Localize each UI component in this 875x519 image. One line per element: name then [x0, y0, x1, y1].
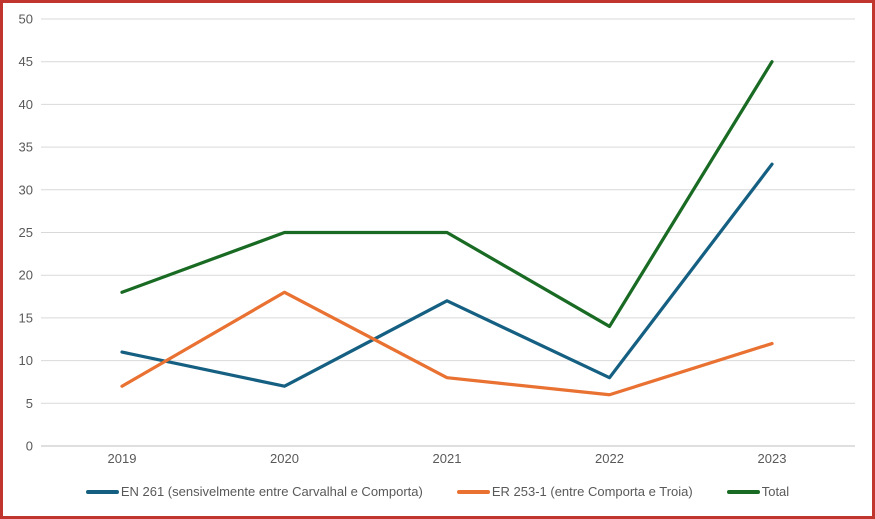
- y-tick-label: 50: [19, 12, 33, 27]
- legend-line-marker: [85, 489, 119, 494]
- legend-label: Total: [761, 484, 790, 499]
- legend-line-marker: [456, 489, 490, 494]
- y-tick-label: 45: [19, 54, 33, 69]
- series-line: [120, 60, 774, 329]
- legend-item-total: Total: [726, 484, 790, 499]
- line-chart-plot: 0 5 10 15 20 25 30 35 40 45 50 2019 2020 2021 2022 2023: [19, 12, 855, 466]
- legend-line-marker: [726, 489, 760, 494]
- y-tick-label: 25: [19, 225, 33, 240]
- y-tick-label: 10: [19, 353, 33, 368]
- legend-item-er253: ER 253-1 (entre Comporta e Troia): [456, 484, 693, 499]
- legend-item-en261: EN 261 (sensivelmente entre Carvalhal e …: [85, 484, 423, 499]
- series-line: [120, 162, 774, 388]
- y-tick-label: 35: [19, 140, 33, 155]
- y-tick-label: 0: [26, 439, 33, 454]
- y-tick-label: 20: [19, 268, 33, 283]
- chart-legend: EN 261 (sensivelmente entre Carvalhal e …: [3, 485, 872, 498]
- x-category-label: 2021: [433, 451, 462, 466]
- y-tick-label: 15: [19, 310, 33, 325]
- legend-label: ER 253-1 (entre Comporta e Troia): [491, 484, 693, 499]
- y-tick-label: 40: [19, 97, 33, 112]
- series-line: [120, 290, 774, 397]
- x-category-label: 2020: [270, 451, 299, 466]
- legend-label: EN 261 (sensivelmente entre Carvalhal e …: [120, 484, 423, 499]
- y-tick-label: 5: [26, 396, 33, 411]
- x-category-label: 2023: [758, 451, 787, 466]
- x-category-label: 2019: [108, 451, 137, 466]
- y-tick-label: 30: [19, 182, 33, 197]
- x-category-label: 2022: [595, 451, 624, 466]
